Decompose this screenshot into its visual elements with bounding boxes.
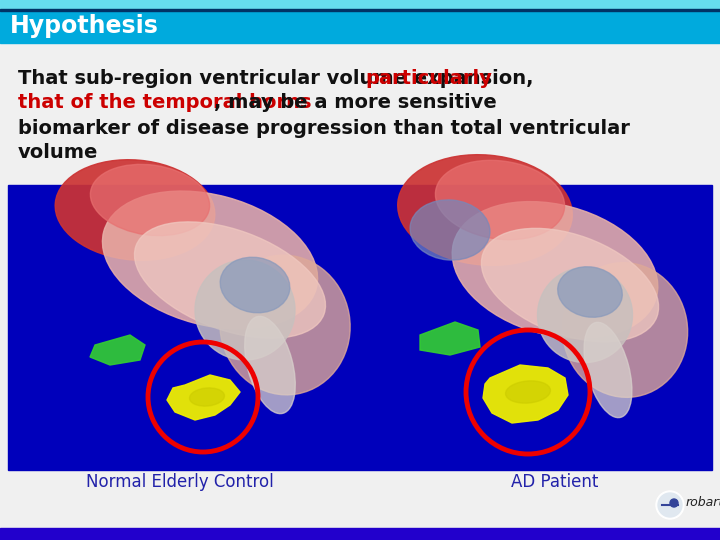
Polygon shape bbox=[167, 375, 240, 420]
Polygon shape bbox=[483, 365, 568, 423]
Ellipse shape bbox=[558, 267, 622, 318]
Bar bbox=[8, 185, 712, 470]
Text: volume: volume bbox=[18, 144, 99, 163]
Bar bbox=[0, 10, 720, 43]
Ellipse shape bbox=[584, 322, 632, 417]
Text: Hypothesis: Hypothesis bbox=[10, 15, 159, 38]
Ellipse shape bbox=[452, 201, 658, 339]
Ellipse shape bbox=[245, 316, 295, 414]
Ellipse shape bbox=[410, 200, 490, 260]
Ellipse shape bbox=[397, 154, 572, 265]
Ellipse shape bbox=[189, 388, 225, 406]
Ellipse shape bbox=[436, 160, 564, 240]
Bar bbox=[0, 9, 720, 11]
Ellipse shape bbox=[505, 381, 550, 403]
Bar bbox=[0, 528, 720, 540]
Text: robarts: robarts bbox=[686, 496, 720, 509]
Text: that of the temporal horns: that of the temporal horns bbox=[18, 93, 312, 112]
Polygon shape bbox=[420, 322, 480, 355]
Ellipse shape bbox=[91, 164, 210, 235]
Circle shape bbox=[658, 493, 682, 517]
Ellipse shape bbox=[482, 228, 659, 342]
Text: , may be a more sensitive: , may be a more sensitive bbox=[215, 93, 497, 112]
Ellipse shape bbox=[562, 262, 688, 397]
Ellipse shape bbox=[195, 260, 295, 360]
Ellipse shape bbox=[55, 160, 215, 260]
Circle shape bbox=[670, 499, 678, 507]
Ellipse shape bbox=[220, 257, 289, 313]
Ellipse shape bbox=[102, 191, 318, 329]
Text: Normal Elderly Control: Normal Elderly Control bbox=[86, 473, 274, 491]
Ellipse shape bbox=[135, 222, 325, 338]
Ellipse shape bbox=[538, 267, 632, 362]
Bar bbox=[0, 0, 720, 10]
Text: biomarker of disease progression than total ventricular: biomarker of disease progression than to… bbox=[18, 118, 630, 138]
Text: That sub-region ventricular volume expansion,: That sub-region ventricular volume expan… bbox=[18, 69, 540, 87]
Circle shape bbox=[656, 491, 684, 519]
Ellipse shape bbox=[220, 255, 350, 395]
Polygon shape bbox=[90, 335, 145, 365]
Text: particularly: particularly bbox=[365, 69, 492, 87]
Text: AD Patient: AD Patient bbox=[511, 473, 599, 491]
